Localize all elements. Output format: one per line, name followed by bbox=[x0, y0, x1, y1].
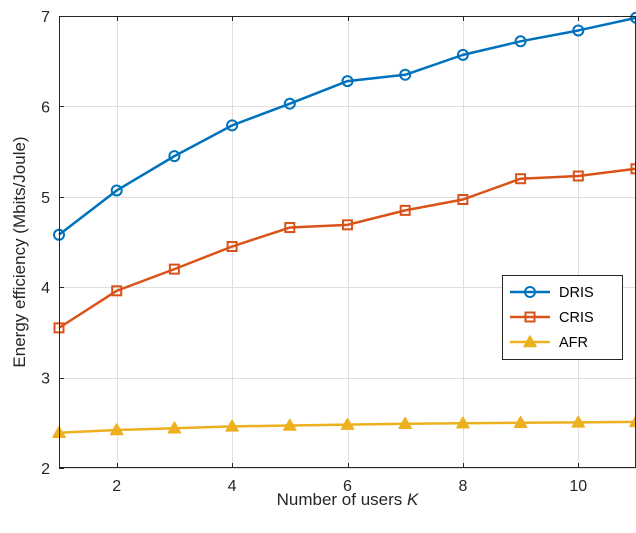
data-point-dris bbox=[399, 68, 412, 81]
data-point-cris bbox=[515, 173, 527, 185]
data-point-afr bbox=[513, 416, 528, 429]
data-point-afr bbox=[109, 423, 124, 436]
data-point-afr bbox=[167, 421, 182, 434]
data-point-cris bbox=[630, 163, 636, 175]
y-tick-label: 6 bbox=[41, 99, 50, 116]
series-line-dris bbox=[58, 16, 636, 236]
data-point-afr bbox=[340, 417, 355, 430]
data-point-dris bbox=[283, 97, 296, 110]
x-axis-label: Number of users K bbox=[277, 490, 419, 509]
data-point-afr bbox=[283, 418, 297, 431]
data-point-dris bbox=[456, 48, 469, 61]
data-point-cris bbox=[226, 241, 238, 253]
series-lines bbox=[52, 11, 636, 438]
legend-label-dris: DRIS bbox=[559, 285, 594, 301]
data-point-dris bbox=[110, 184, 123, 197]
data-point-dris bbox=[572, 24, 585, 37]
legend-marker-dris bbox=[524, 286, 536, 298]
y-tick-label: 3 bbox=[41, 371, 50, 388]
legend-label-afr: AFR bbox=[559, 335, 588, 351]
data-point-dris bbox=[168, 150, 181, 163]
data-point-afr bbox=[629, 415, 636, 428]
axis-ticks: 2 4 6 8 10 2 3 4 5 6 7 bbox=[41, 9, 587, 495]
legend: DRIS CRIS AFR bbox=[502, 275, 623, 360]
x-tick-label: 4 bbox=[228, 478, 237, 495]
data-point-cris bbox=[284, 222, 296, 234]
data-point-cris bbox=[168, 263, 180, 275]
data-point-afr bbox=[398, 416, 412, 429]
data-point-cris bbox=[111, 285, 123, 297]
y-axis-label: Energy efficiency (Mbits/Joule) bbox=[10, 136, 29, 367]
y-tick-label: 2 bbox=[41, 461, 50, 478]
data-point-cris bbox=[457, 194, 469, 206]
data-point-afr bbox=[571, 415, 586, 428]
x-tick-label: 8 bbox=[458, 478, 467, 495]
legend-label-cris: CRIS bbox=[559, 310, 594, 326]
y-tick-label: 4 bbox=[41, 280, 50, 297]
data-point-afr bbox=[456, 416, 470, 429]
data-point-dris bbox=[341, 75, 354, 88]
x-axis-label-symbol: K bbox=[407, 490, 419, 509]
series-line-cris bbox=[58, 167, 636, 329]
legend-marker-afr bbox=[523, 335, 537, 348]
legend-marker-cris bbox=[524, 311, 536, 323]
data-point-dris bbox=[514, 35, 527, 48]
data-point-afr bbox=[225, 419, 239, 432]
x-tick-label: 2 bbox=[112, 478, 121, 495]
data-point-dris bbox=[630, 11, 636, 24]
x-tick-label: 6 bbox=[343, 478, 352, 495]
data-point-cris bbox=[342, 219, 353, 231]
data-point-cris bbox=[399, 204, 411, 216]
x-axis-label-text: Number of users bbox=[277, 490, 403, 509]
plot-background bbox=[59, 16, 636, 468]
data-point-cris bbox=[572, 170, 584, 182]
x-tick-label: 10 bbox=[569, 478, 587, 495]
data-point-dris bbox=[226, 119, 239, 132]
y-tick-label: 7 bbox=[41, 9, 50, 26]
y-tick-label: 5 bbox=[41, 190, 50, 207]
